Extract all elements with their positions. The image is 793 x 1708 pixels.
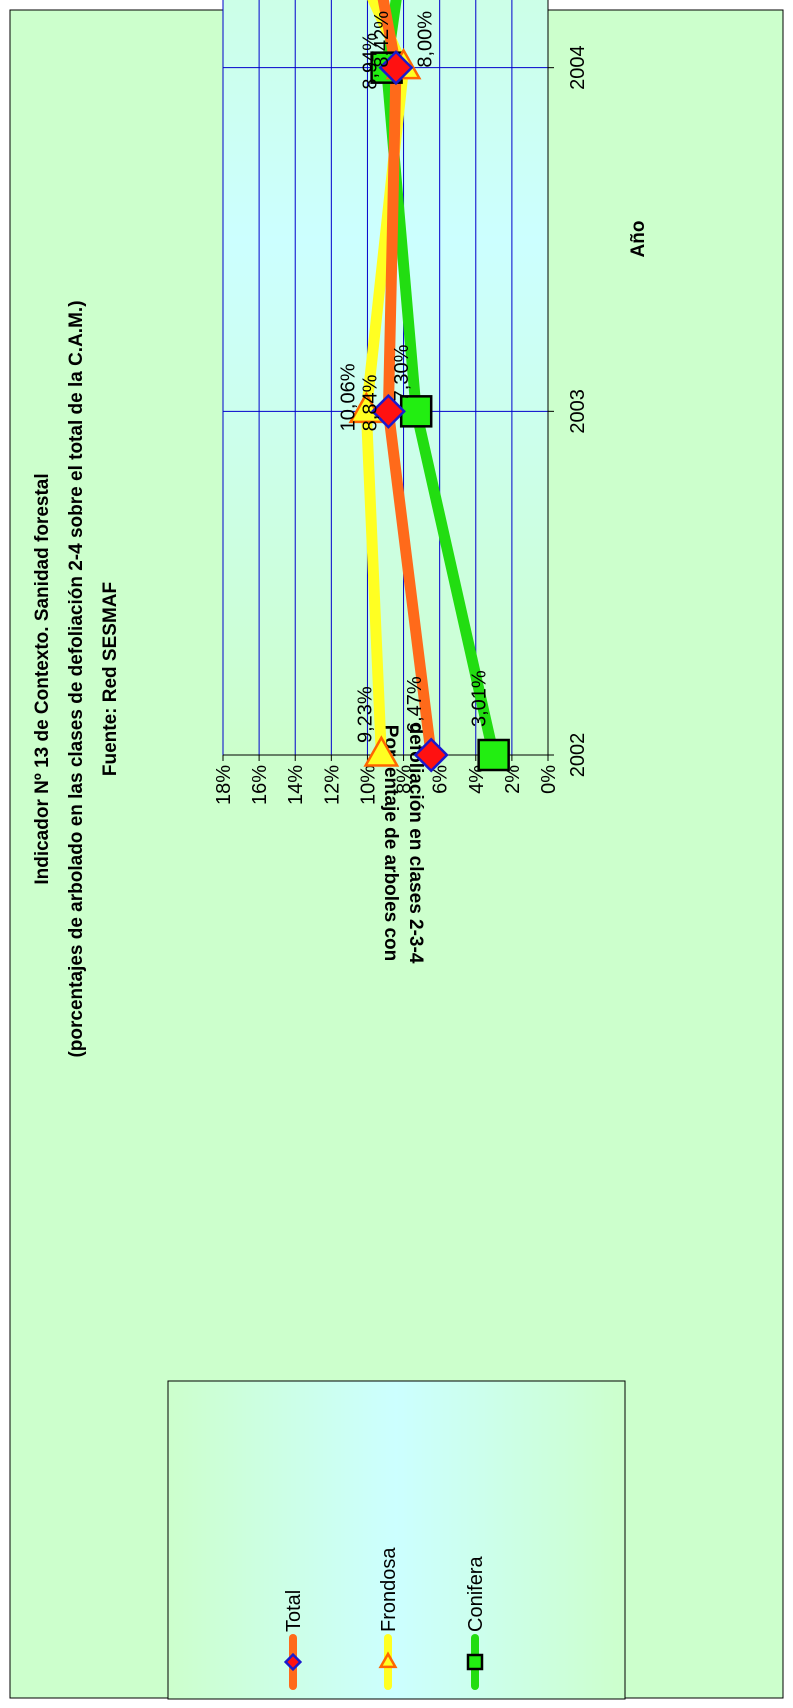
x-axis-ticks: 2002200320042005 (548, 45, 589, 778)
series-line-conifera (381, 0, 500, 761)
y-axis-title-line-2: defoliación en clases 2-3-4 (405, 723, 426, 964)
series-lines (244, 0, 500, 761)
data-label: 3,01% (469, 670, 491, 727)
data-label: 7,30% (391, 344, 413, 401)
chart-title: Indicador Nº 13 de Contexto. Sanidad for… (32, 473, 53, 884)
legend-marker-frondosa (378, 1651, 398, 1669)
chart-source: Fuente: Red SESMAF (100, 582, 121, 776)
data-label: 8,42% (371, 11, 393, 68)
data-label: 8,84% (359, 374, 381, 431)
data-point-conifera (477, 738, 510, 772)
legend-label: Frondosa (378, 1547, 400, 1632)
data-point-total (413, 737, 449, 773)
y-axis-title-line-1: Porcentaje de arboles con (380, 725, 401, 962)
y-tick-label: 18% (213, 765, 235, 805)
data-point-total (370, 393, 406, 429)
data-point-frondosa (348, 391, 385, 424)
series-line-total (326, 0, 437, 761)
data-labels: 3,01%7,30%8,94%6,26%9,23%10,06%8,00%16,5… (337, 11, 491, 743)
y-tick-label: 16% (249, 765, 271, 805)
x-tick-label: 2004 (567, 45, 589, 90)
data-label: 6,47% (404, 676, 426, 733)
y-tick-label: 12% (321, 765, 343, 805)
y-tick-label: 0% (538, 765, 560, 794)
y-tick-label: 6% (430, 765, 452, 794)
x-tick-label: 2003 (567, 389, 589, 434)
data-point-total (378, 50, 414, 86)
y-tick-label: 10% (357, 765, 379, 805)
y-tick-label: 4% (466, 765, 488, 794)
rotated-chart: Indicador Nº 13 de Contexto. Sanidad for… (32, 0, 649, 1700)
x-axis-title: Año (628, 221, 649, 258)
legend-items: Conifera Frondosa Total (283, 1547, 487, 1690)
legend-box (167, 1380, 626, 1700)
x-tick-label: 2002 (567, 733, 589, 778)
data-label: 8,00% (415, 11, 437, 68)
y-tick-label: 2% (502, 765, 524, 794)
y-tick-label: 8% (394, 765, 416, 794)
data-label: 10,06% (337, 363, 359, 431)
legend-marker-conifera (466, 1653, 484, 1671)
data-label: 9,23% (354, 686, 376, 743)
data-label: 8,94% (360, 33, 382, 90)
chart-subtitle: (porcentajes de arbolado en las clases d… (66, 300, 87, 1057)
series-line-frondosa (244, 0, 410, 761)
legend: Conifera Frondosa Total (167, 1380, 626, 1700)
y-tick-label: 14% (285, 765, 307, 805)
data-point-frondosa (363, 735, 400, 767)
legend-marker-total (283, 1652, 303, 1672)
legend-label: Total (283, 1590, 305, 1632)
series-markers (348, 47, 510, 773)
y-axis-ticks: 0% 2% 4% 6% 8% 10% 12% 14% 16% 18% (213, 755, 560, 805)
legend-label: Conifera (465, 1556, 487, 1632)
